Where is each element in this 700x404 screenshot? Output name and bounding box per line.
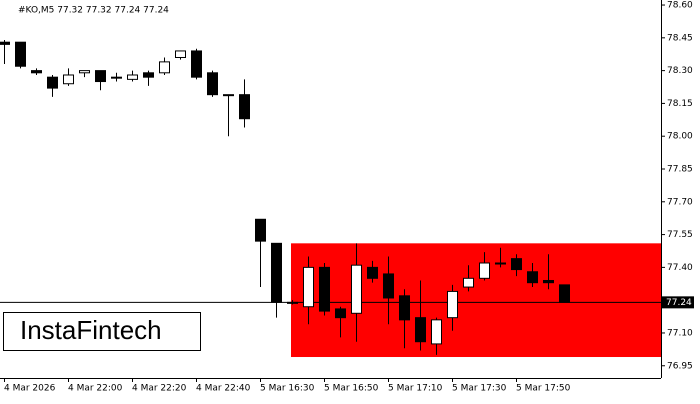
candle-body — [303, 266, 314, 308]
pattern-zone — [291, 243, 661, 358]
candle-body — [559, 284, 570, 303]
candle-body — [15, 41, 26, 67]
candle-body — [111, 76, 122, 79]
x-tick-label: 4 Mar 22:00 — [68, 384, 123, 394]
candle-body — [191, 50, 202, 78]
x-tick-label: 5 Mar 17:30 — [452, 384, 507, 394]
watermark-box — [3, 312, 201, 351]
candle-body — [207, 72, 218, 96]
candle-body — [463, 277, 474, 288]
candle-body — [271, 242, 282, 303]
x-tick-label: 5 Mar 16:30 — [260, 384, 315, 394]
x-tick-label: 5 Mar 17:50 — [516, 384, 571, 394]
candle-body — [399, 295, 410, 321]
candle-body — [351, 264, 362, 314]
candle-body — [319, 266, 330, 312]
candle-body — [495, 262, 506, 265]
x-tick-label: 5 Mar 17:10 — [388, 384, 443, 394]
y-tick-label: 76.95 — [667, 361, 693, 371]
candle-body — [95, 70, 106, 83]
candle-body — [143, 72, 154, 78]
candle-body — [431, 319, 442, 345]
candle-body — [335, 308, 346, 319]
candle-body — [447, 290, 458, 319]
candle-body — [255, 218, 266, 242]
y-tick-label: 77.85 — [667, 164, 693, 174]
candle-body — [0, 41, 10, 45]
candle-body — [239, 94, 250, 120]
candle-body — [47, 76, 58, 89]
x-tick-label: 5 Mar 16:50 — [324, 384, 379, 394]
x-tick-label: 4 Mar 22:40 — [196, 384, 251, 394]
candle-body — [175, 50, 186, 58]
candle-body — [543, 279, 554, 284]
candle-body — [63, 74, 74, 85]
candle-body — [527, 271, 538, 284]
candle-body — [383, 273, 394, 299]
price-label-box — [662, 296, 694, 309]
candle-body — [79, 70, 90, 74]
y-tick-label: 78.60 — [667, 1, 693, 11]
candle-body — [127, 74, 138, 80]
y-tick-label: 77.55 — [667, 230, 693, 240]
candle-body — [31, 70, 42, 74]
y-tick-label: 77.40 — [667, 263, 693, 273]
x-tick-label: 4 Mar 22:20 — [132, 384, 187, 394]
price-label: 77.24 — [666, 298, 692, 308]
y-tick-label: 77.70 — [667, 197, 693, 207]
candle-body — [159, 61, 170, 74]
y-tick-label: 78.45 — [667, 33, 693, 43]
candle-body — [223, 94, 234, 97]
candle-body — [511, 258, 522, 271]
y-tick-label: 78.30 — [667, 66, 693, 76]
watermark: InstaFintech — [20, 315, 162, 345]
y-tick-label: 77.10 — [667, 328, 693, 338]
y-tick-label: 78.00 — [667, 132, 693, 142]
x-tick-label: 4 Mar 2026 — [4, 384, 56, 394]
candle-body — [367, 266, 378, 279]
chart-title: #KO,M5 77.32 77.32 77.24 77.24 — [18, 6, 169, 16]
candle-body — [415, 317, 426, 343]
candle-body — [479, 262, 490, 279]
y-tick-label: 78.15 — [667, 99, 693, 109]
candle-body — [287, 301, 298, 304]
